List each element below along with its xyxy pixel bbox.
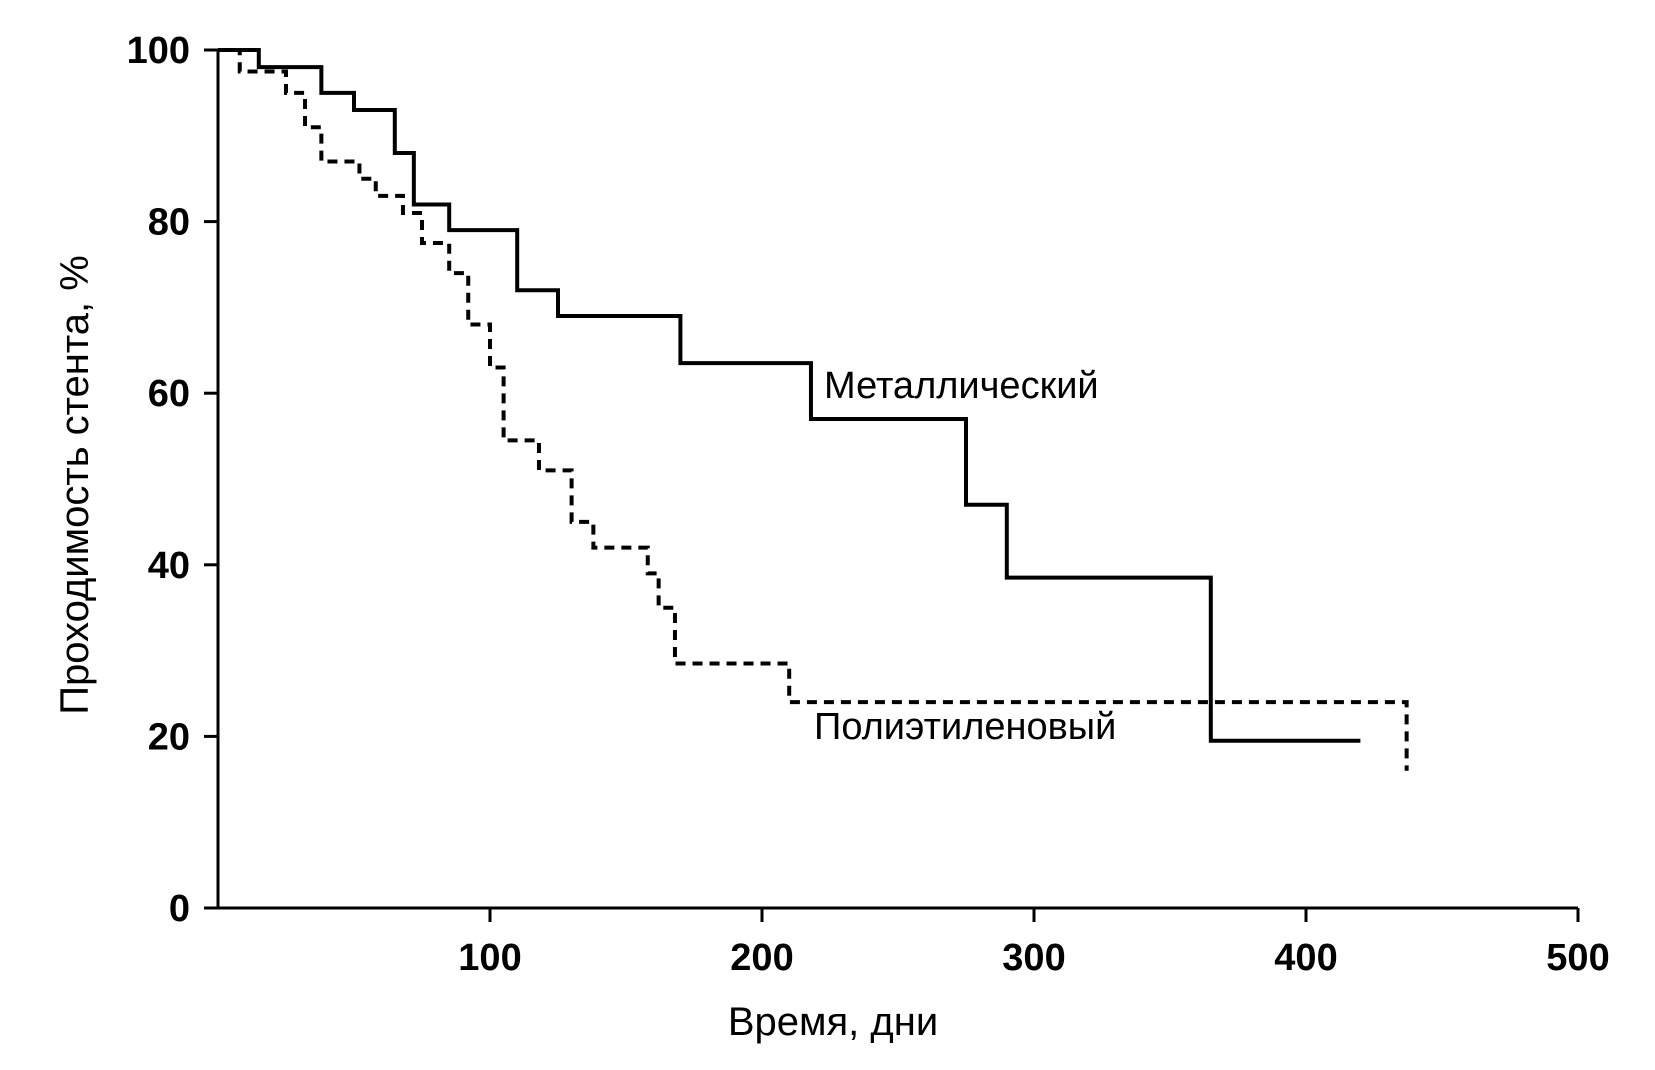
y-tick-label: 100	[127, 30, 190, 72]
series-line-poly	[218, 48, 1409, 771]
y-tick-label: 20	[148, 716, 190, 758]
x-tick-label: 200	[730, 937, 793, 979]
x-tick-label: 300	[1002, 937, 1065, 979]
x-tick-label: 100	[458, 937, 521, 979]
y-tick-label: 40	[148, 545, 190, 587]
y-tick-label: 0	[169, 888, 190, 930]
x-tick-label: 500	[1546, 937, 1609, 979]
axes	[216, 50, 1578, 910]
x-tick-label: 400	[1274, 937, 1337, 979]
series-layer	[218, 48, 1409, 771]
y-axis-title: Проходимость стента, %	[53, 255, 97, 715]
y-tick-label: 60	[148, 373, 190, 415]
ticks: 100 200 300 400 500 0 20 40 60 80 100	[127, 30, 1610, 979]
series-line-metal	[218, 48, 1361, 743]
series-label-poly: Полиэтиленовый	[814, 706, 1116, 748]
x-axis-title: Время, дни	[728, 1000, 938, 1044]
labels-layer: Время, дни Проходимость стента, % Металл…	[53, 255, 1116, 1044]
y-tick-label: 80	[148, 202, 190, 244]
series-label-metal: Металлический	[824, 365, 1099, 407]
